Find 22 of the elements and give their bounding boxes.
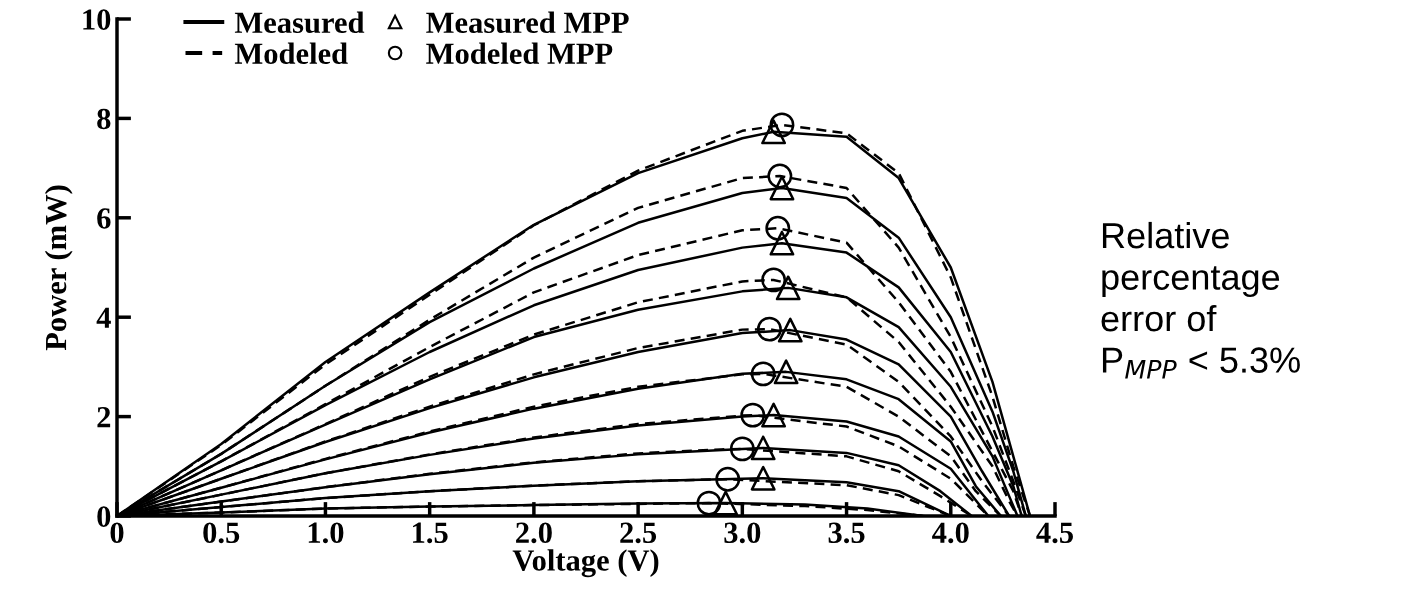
legend-label: Measured: [234, 11, 365, 34]
legend-label: Modeled MPP: [426, 42, 613, 64]
y-axis-title: Power (mW): [44, 185, 73, 351]
x-tick-label: 3.5: [828, 522, 865, 544]
x-tick-label: 2.5: [620, 522, 657, 544]
x-tick-label: 4.5: [1036, 522, 1073, 544]
x-tick-label: 1.5: [413, 522, 448, 544]
y-tick-label: 8: [97, 108, 111, 130]
x-tick-label: 1.0: [308, 522, 344, 544]
text: Relative percentage error of P$_{MPP}$ < 5.3%: [1101, 221, 1300, 379]
x-tick-label: 3.0: [724, 522, 761, 544]
y-tick-label: 0: [97, 506, 111, 527]
x-tick-label: 0.5: [203, 522, 240, 544]
x-tick-label: 4.0: [932, 522, 969, 544]
x-tick-label: 2.0: [516, 522, 552, 544]
y-tick-label: 6: [97, 208, 111, 229]
x-axis-title: Voltage (V): [512, 549, 659, 578]
y-tick-label: 4: [96, 307, 111, 328]
y-tick-label: 2: [97, 406, 111, 428]
y-tick-label: 10: [83, 9, 111, 30]
legend-label: Measured MPP: [426, 11, 629, 34]
legend-label: Modeled: [234, 42, 348, 64]
